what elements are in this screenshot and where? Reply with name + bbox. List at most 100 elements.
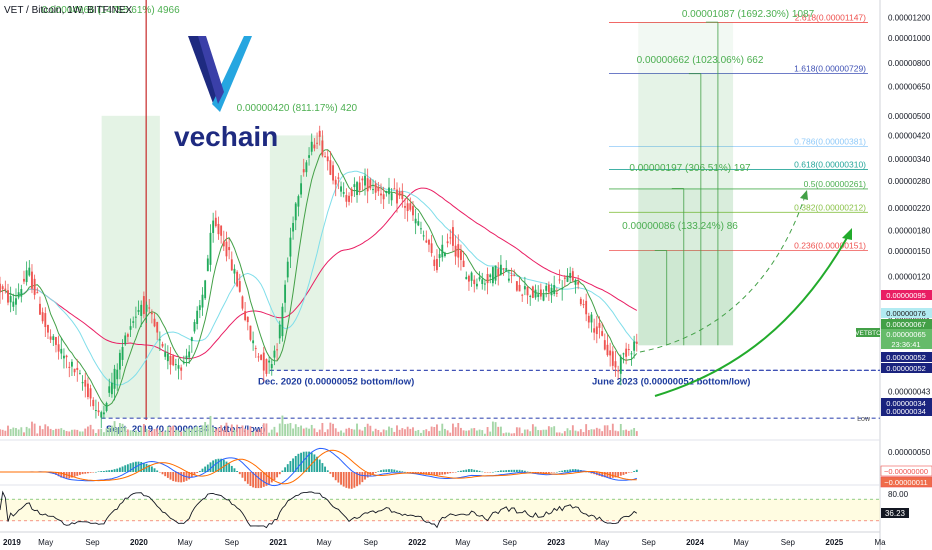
volume-bar bbox=[334, 428, 337, 436]
candle bbox=[609, 342, 612, 367]
candle-body bbox=[254, 348, 257, 350]
macd-histogram-bar bbox=[244, 472, 247, 482]
candle bbox=[326, 150, 329, 171]
candle bbox=[414, 208, 417, 235]
macd-histogram-bar bbox=[441, 472, 444, 475]
candle bbox=[220, 225, 223, 244]
volume-bar bbox=[380, 432, 382, 436]
candle-body bbox=[260, 354, 263, 360]
volume-bar bbox=[625, 429, 628, 436]
candle bbox=[113, 364, 116, 401]
volume-bar bbox=[110, 425, 113, 436]
candle bbox=[377, 181, 380, 196]
volume-bar bbox=[166, 426, 169, 436]
macd-histogram-bar bbox=[238, 472, 241, 475]
volume-bar bbox=[17, 429, 20, 436]
volume-bar bbox=[142, 423, 145, 436]
macd-histogram-bar bbox=[414, 472, 417, 474]
volume-bar bbox=[76, 429, 79, 436]
macd-histogram-bar bbox=[60, 472, 63, 478]
candle bbox=[233, 264, 236, 284]
macd-histogram-bar bbox=[71, 472, 73, 478]
macd-histogram-bar bbox=[166, 472, 169, 478]
macd-histogram-bar bbox=[84, 472, 87, 474]
macd-histogram-bar bbox=[433, 472, 436, 476]
candle-body bbox=[385, 190, 388, 194]
x-tick-label-5: Sep bbox=[225, 538, 240, 547]
candle-body bbox=[113, 368, 116, 389]
rsi-line bbox=[0, 490, 638, 529]
macd-histogram-bar bbox=[353, 472, 356, 488]
volume-bar bbox=[180, 431, 183, 436]
volume-bar bbox=[78, 431, 81, 436]
candle-body bbox=[601, 331, 604, 336]
volume-bar bbox=[574, 430, 577, 436]
candle bbox=[462, 251, 465, 268]
y-tick-label-8: 0.00000220 bbox=[888, 204, 931, 213]
macd-histogram-bar bbox=[321, 463, 324, 472]
candle bbox=[86, 377, 89, 400]
macd-histogram-bar bbox=[622, 472, 625, 475]
candle bbox=[491, 266, 494, 287]
volume-bar bbox=[286, 423, 289, 436]
candle-body bbox=[71, 361, 73, 367]
candle-body bbox=[132, 321, 135, 323]
candle-body bbox=[118, 352, 121, 370]
candle-body bbox=[302, 169, 305, 173]
macd-histogram-bar bbox=[555, 471, 558, 473]
volume-bar bbox=[577, 431, 580, 436]
candle-body bbox=[262, 352, 265, 371]
candle-body bbox=[614, 361, 617, 368]
macd-histogram-bar bbox=[617, 472, 620, 477]
volume-bar bbox=[281, 415, 284, 436]
candle-body bbox=[491, 267, 494, 284]
volume-bar bbox=[228, 432, 231, 436]
candle bbox=[9, 286, 12, 313]
macd-histogram-bar bbox=[118, 467, 121, 472]
candle bbox=[475, 278, 478, 290]
macd-histogram-bar bbox=[292, 458, 295, 472]
volume-bar bbox=[417, 429, 420, 436]
macd-histogram-bar bbox=[406, 472, 409, 473]
volume-bar bbox=[39, 425, 41, 436]
volume-bar bbox=[534, 426, 537, 436]
volume-bar bbox=[65, 431, 68, 436]
volume-bar bbox=[185, 428, 188, 436]
candle bbox=[270, 360, 273, 376]
price-badge-dup-low2 bbox=[881, 398, 932, 408]
candle bbox=[382, 186, 385, 209]
macd-histogram-bar bbox=[350, 472, 353, 489]
candle-body bbox=[137, 310, 140, 312]
candle bbox=[193, 319, 196, 334]
volume-bar bbox=[550, 427, 553, 436]
candle bbox=[78, 369, 81, 375]
candle bbox=[390, 188, 393, 206]
volume-bar bbox=[446, 430, 449, 436]
candle bbox=[513, 269, 516, 277]
candle bbox=[100, 410, 103, 429]
candle-body bbox=[164, 352, 167, 357]
candle-body bbox=[124, 335, 127, 345]
candle-body bbox=[574, 279, 577, 285]
volume-bar bbox=[547, 426, 550, 436]
candle bbox=[617, 365, 620, 379]
x-tick-label-1: May bbox=[38, 538, 53, 547]
candle bbox=[121, 339, 124, 367]
volume-bar bbox=[12, 427, 15, 436]
macd-histogram-bar bbox=[94, 471, 97, 473]
fib-label-1: 1.618(0.00000729) bbox=[794, 63, 866, 73]
macd-histogram-bar bbox=[446, 472, 449, 474]
candle-body bbox=[294, 203, 297, 221]
macd-histogram-bar bbox=[169, 472, 172, 480]
volume-bar bbox=[270, 429, 273, 436]
x-tick-label-4: May bbox=[177, 538, 192, 547]
volume-bar bbox=[246, 429, 249, 436]
candle-body bbox=[305, 162, 308, 173]
volume-bar bbox=[49, 428, 52, 436]
candle-body bbox=[230, 259, 233, 271]
candle-body bbox=[196, 310, 199, 325]
macd-histogram-bar bbox=[358, 472, 361, 485]
candle-body bbox=[364, 175, 366, 186]
candle-body bbox=[228, 247, 231, 251]
